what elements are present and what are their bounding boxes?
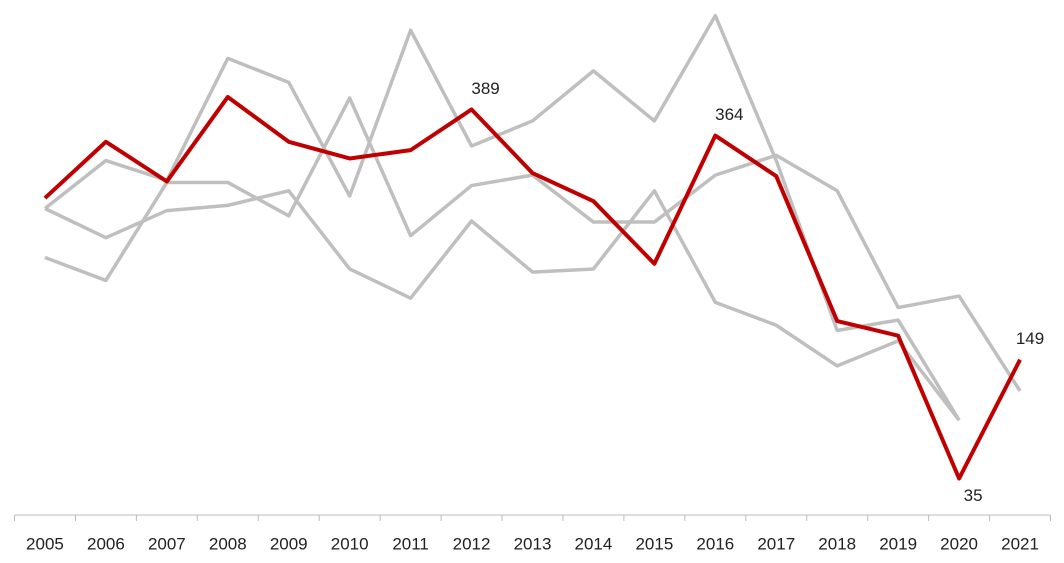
x-tick-label: 2013 — [514, 534, 552, 553]
series-line — [43, 13, 961, 422]
x-tick-label: 2016 — [696, 534, 734, 553]
series-line — [44, 189, 961, 422]
series-line — [43, 94, 1022, 481]
data-label: 364 — [715, 105, 743, 124]
data-label: 149 — [1016, 329, 1044, 348]
x-tick-label: 2020 — [940, 534, 978, 553]
series-line — [44, 96, 1022, 392]
x-tick-label: 2007 — [148, 534, 186, 553]
x-tick-label: 2005 — [26, 534, 64, 553]
x-tick-label: 2008 — [209, 534, 247, 553]
x-tick-label: 2018 — [818, 534, 856, 553]
data-label: 35 — [964, 486, 983, 505]
x-tick-label: 2021 — [1001, 534, 1039, 553]
x-tick-label: 2015 — [635, 534, 673, 553]
x-tick-label: 2011 — [392, 534, 429, 553]
x-tick-label: 2017 — [757, 534, 795, 553]
x-tick-label: 2010 — [331, 534, 369, 553]
data-label: 389 — [471, 79, 499, 98]
x-tick-label: 2014 — [575, 534, 613, 553]
x-tick-label: 2009 — [270, 534, 308, 553]
x-tick-label: 2006 — [87, 534, 125, 553]
x-tick-label: 2012 — [453, 534, 491, 553]
x-tick-label: 2019 — [879, 534, 917, 553]
